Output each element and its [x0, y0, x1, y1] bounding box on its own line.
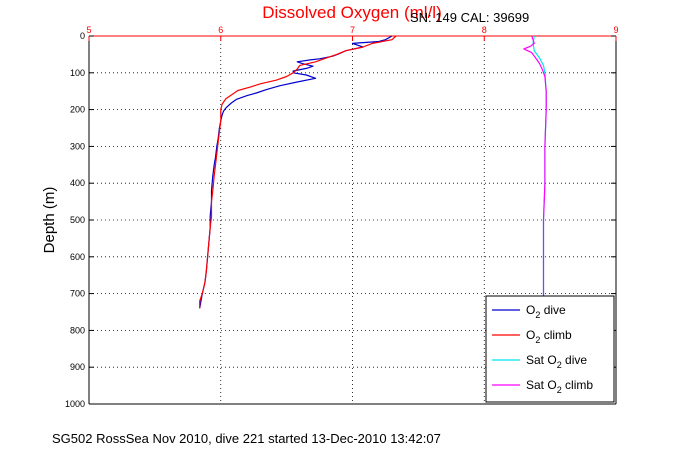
- legend-label-subscript: 2: [535, 335, 540, 345]
- y-tick-label-0: 0: [80, 31, 85, 41]
- series-line-sat-o2-dive: [532, 35, 547, 309]
- y-tick-label-200: 200: [70, 105, 85, 115]
- series-line-o2-climb: [199, 35, 397, 309]
- y-tick-label-100: 100: [70, 68, 85, 78]
- chart-subtitle: SN: 149 CAL: 39699: [410, 10, 529, 25]
- legend-label-suffix: climb: [562, 378, 594, 392]
- legend-label-sat-o2-dive: Sat O2 dive: [526, 353, 587, 370]
- series-line-sat-o2-climb: [523, 35, 547, 309]
- legend-label-subscript: 2: [557, 360, 562, 370]
- legend-label-subscript: 2: [557, 385, 562, 395]
- y-axis-label: Depth (m): [41, 187, 58, 254]
- grid: [89, 36, 616, 404]
- x-tick-label-7: 7: [350, 25, 355, 35]
- x-tick-label-8: 8: [482, 25, 487, 35]
- chart-text: 0 100 200 300 400 500 600 700 800 900 1000 5 6 7 8 9 Dis…: [41, 3, 619, 409]
- legend-label-subscript: 2: [535, 310, 540, 320]
- dive-info-footer: SG502 RossSea Nov 2010, dive 221 started…: [52, 431, 441, 446]
- y-tick-label-900: 900: [70, 362, 85, 372]
- x-tick-label-5: 5: [86, 25, 91, 35]
- y-tick-label-500: 500: [70, 215, 85, 225]
- y-tick-label-1000: 1000: [65, 399, 85, 409]
- legend-label-suffix: dive: [540, 303, 566, 317]
- legend-label-suffix: climb: [540, 328, 572, 342]
- legend-label-suffix: dive: [562, 353, 588, 367]
- x-tick-label-9: 9: [613, 25, 618, 35]
- legend-box: [485, 295, 615, 403]
- y-tick-label-400: 400: [70, 178, 85, 188]
- legend-label-prefix: O: [526, 328, 535, 342]
- legend-label-o2-dive: O2 dive: [526, 303, 566, 320]
- legend-label-prefix: Sat O: [526, 378, 557, 392]
- y-tick-label-600: 600: [70, 252, 85, 262]
- y-tick-label-800: 800: [70, 325, 85, 335]
- y-tick-label-700: 700: [70, 289, 85, 299]
- legend-label-prefix: Sat O: [526, 353, 557, 367]
- legend-label-sat-o2-climb: Sat O2 climb: [526, 378, 593, 395]
- series-line-o2-dive: [199, 35, 393, 309]
- legend-label-prefix: O: [526, 303, 535, 317]
- x-tick-label-6: 6: [218, 25, 223, 35]
- y-tick-label-300: 300: [70, 141, 85, 151]
- chart-title: Dissolved Oxygen (ml/l): [262, 3, 442, 22]
- legend-label-o2-climb: O2 climb: [526, 328, 572, 345]
- series-lines: [199, 35, 547, 309]
